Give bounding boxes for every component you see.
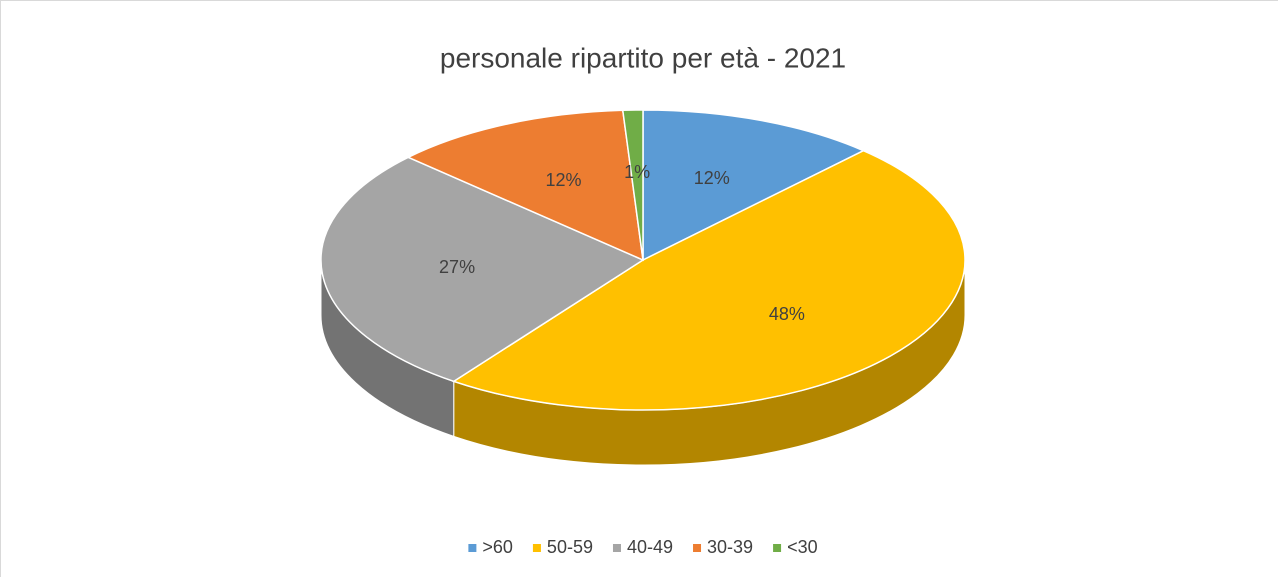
legend-label: 50-59 [547, 537, 593, 557]
legend: >60 50-59 40-49 30-39 <30 [468, 537, 818, 557]
legend-label: 40-49 [627, 537, 673, 557]
legend-swatch [612, 544, 621, 552]
data-label: 12% [694, 168, 730, 188]
slice [642, 109, 866, 262]
chart-title: personale ripartito per età - 2021 [440, 42, 846, 73]
slice [621, 109, 644, 261]
data-label: 1% [624, 162, 650, 182]
data-label: 48% [769, 304, 805, 324]
legend-swatch [468, 544, 477, 552]
data-label: 12% [545, 170, 581, 190]
legend-label: 30-39 [707, 537, 753, 557]
legend-label: <30 [787, 537, 818, 557]
slice [320, 156, 645, 383]
legend-swatch [532, 544, 541, 552]
legend-label: >60 [482, 537, 513, 557]
slice [406, 109, 644, 262]
legend-swatch [693, 544, 702, 552]
data-label: 27% [439, 257, 475, 277]
legend-swatch [773, 544, 782, 552]
slice [452, 149, 966, 411]
